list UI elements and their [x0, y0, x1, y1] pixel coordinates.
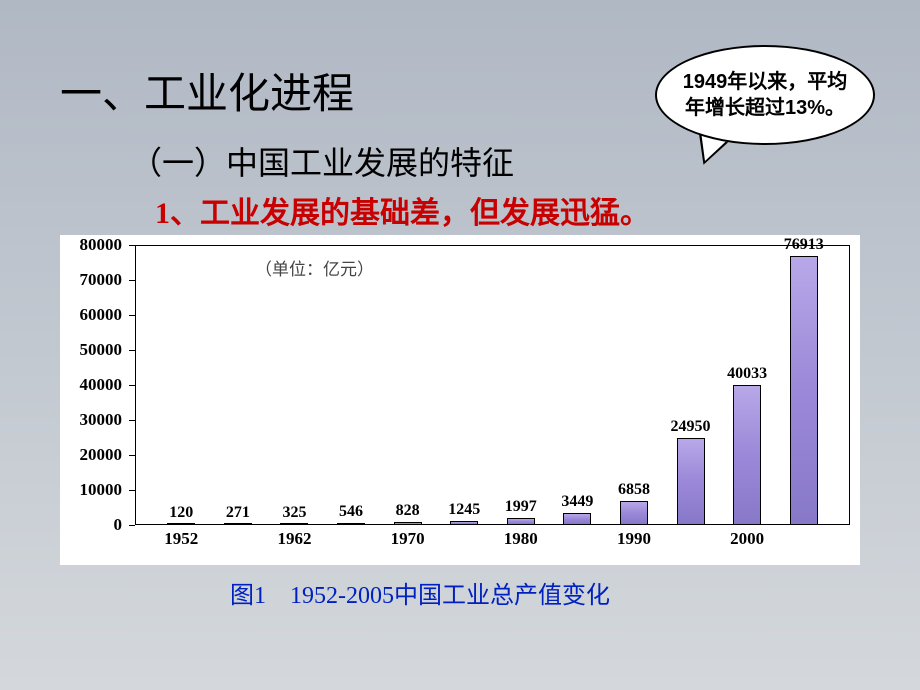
y-tick-label: 40000 [62, 375, 122, 395]
y-tick-label: 30000 [62, 410, 122, 430]
chart-plot-area: 0100002000030000400005000060000700008000… [135, 245, 850, 525]
bar [790, 256, 818, 525]
y-tick-mark [129, 350, 135, 351]
slide: { "heading": { "title": "一、工业化进程", "subt… [0, 0, 920, 690]
y-tick-label: 70000 [62, 270, 122, 290]
bar [167, 523, 195, 525]
bar [450, 521, 478, 525]
bar [394, 522, 422, 525]
chart-unit-label: （单位：亿元） [255, 255, 374, 280]
y-tick-label: 60000 [62, 305, 122, 325]
chart-y-axis-right [849, 245, 850, 525]
y-tick-mark [129, 455, 135, 456]
bar-value-label: 1997 [505, 498, 537, 516]
y-tick-label: 50000 [62, 340, 122, 360]
subsection-title: （一）中国工业发展的特征 [130, 138, 514, 184]
bar [620, 501, 648, 525]
bar [507, 518, 535, 525]
bar [280, 523, 308, 525]
callout-bubble: 1949年以来，平均年增长超过13%。 [655, 45, 875, 145]
chart-top-border [135, 245, 850, 246]
y-tick-mark [129, 245, 135, 246]
x-tick-label: 1952 [164, 529, 198, 549]
bullet-point-1: 1、工业发展的基础差，但发展迅猛。 [155, 188, 650, 232]
bar-chart: 0 10000 20000 30000 40000 50000 60000 70000 8000… [60, 235, 860, 565]
y-tick-mark [129, 490, 135, 491]
bar [224, 523, 252, 525]
bar-value-label: 1245 [448, 501, 480, 519]
chart-y-axis [135, 245, 136, 525]
bar [563, 513, 591, 525]
bar-value-label: 325 [282, 504, 306, 522]
x-tick-label: 1990 [617, 529, 651, 549]
y-tick-mark [129, 525, 135, 526]
bar-value-label: 546 [339, 503, 363, 521]
bar-value-label: 40033 [727, 365, 767, 383]
x-tick-label: 1962 [277, 529, 311, 549]
speech-callout: 1949年以来，平均年增长超过13%。 [655, 45, 875, 165]
bar [677, 438, 705, 525]
y-tick-mark [129, 315, 135, 316]
y-tick-mark [129, 280, 135, 281]
y-tick-mark [129, 385, 135, 386]
bar-value-label: 271 [226, 504, 250, 522]
callout-text: 1949年以来，平均年增长超过13%。 [677, 69, 853, 121]
y-tick-label: 20000 [62, 445, 122, 465]
section-title: 一、工业化进程 [60, 60, 354, 121]
y-tick-label: 10000 [62, 480, 122, 500]
y-tick-label: 80000 [62, 235, 122, 255]
x-tick-label: 2000 [730, 529, 764, 549]
bar [733, 385, 761, 525]
bar [337, 523, 365, 525]
bar-value-label: 828 [396, 502, 420, 520]
bar-value-label: 120 [169, 504, 193, 522]
x-tick-label: 1980 [504, 529, 538, 549]
bar-value-label: 24950 [671, 418, 711, 436]
bar-value-label: 76913 [784, 236, 824, 254]
bullet-prefix: 1、 [155, 197, 200, 230]
bullet-text: 工业发展的基础差，但发展迅猛。 [200, 197, 650, 230]
chart-caption: 图1 1952-2005中国工业总产值变化 [230, 575, 610, 610]
bar-value-label: 6858 [618, 481, 650, 499]
bar-value-label: 3449 [561, 493, 593, 511]
y-tick-label: 0 [62, 515, 122, 535]
x-tick-label: 1970 [391, 529, 425, 549]
y-tick-mark [129, 420, 135, 421]
